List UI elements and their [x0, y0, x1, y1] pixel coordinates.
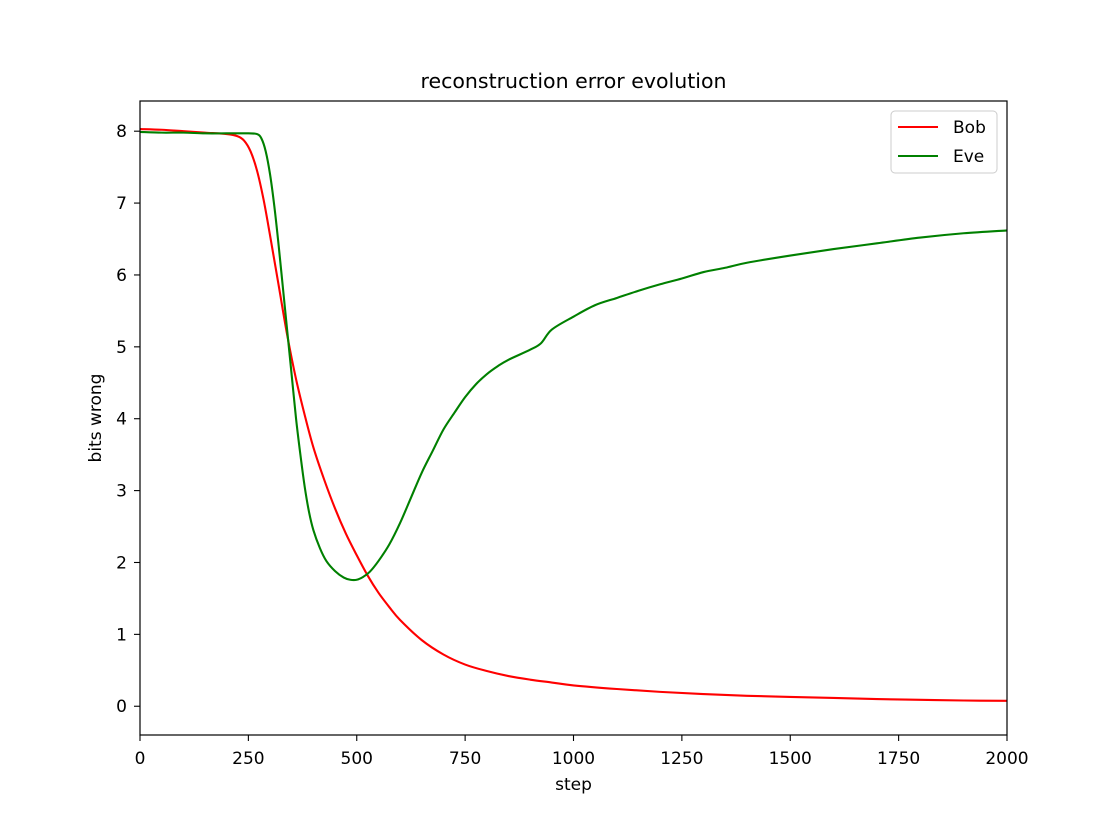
x-tick-label: 500 [341, 749, 373, 769]
y-tick-label: 0 [116, 697, 127, 717]
x-axis-label: step [555, 775, 592, 795]
y-tick-label: 7 [116, 194, 127, 214]
x-tick-label: 250 [232, 749, 264, 769]
legend-items: Bob Eve [898, 118, 986, 167]
y-tick-label: 4 [116, 410, 127, 430]
x-tick-label: 1500 [769, 749, 812, 769]
legend-label-eve: Eve [953, 147, 984, 167]
x-tick-label: 1250 [660, 749, 703, 769]
legend-label-bob: Bob [953, 118, 986, 138]
series-line-eve [139, 130, 1008, 582]
y-tick-label: 3 [116, 482, 127, 502]
plot-frame [139, 100, 1008, 736]
y-tick-label: 5 [116, 338, 127, 358]
series-line-bob [139, 127, 1008, 702]
x-tick-label: 1750 [877, 749, 920, 769]
series-layer [139, 127, 1008, 702]
ticks-layer: 0 250 500 750 1000 1250 1500 1750 2000 0 1 2 3 4 5 6 7 8 [116, 122, 1028, 769]
y-tick-label: 2 [116, 553, 127, 573]
y-axis-label: bits wrong [86, 374, 106, 463]
x-tick-label: 1000 [552, 749, 595, 769]
legend: Bob Eve [890, 110, 998, 174]
x-tick-label: 750 [449, 749, 481, 769]
chart-title: reconstruction error evolution [421, 69, 727, 93]
x-tick-label: 2000 [985, 749, 1028, 769]
y-tick-label: 8 [116, 122, 127, 142]
x-tick-label: 0 [135, 749, 146, 769]
y-tick-label: 1 [116, 625, 127, 645]
y-tick-label: 6 [116, 266, 127, 286]
